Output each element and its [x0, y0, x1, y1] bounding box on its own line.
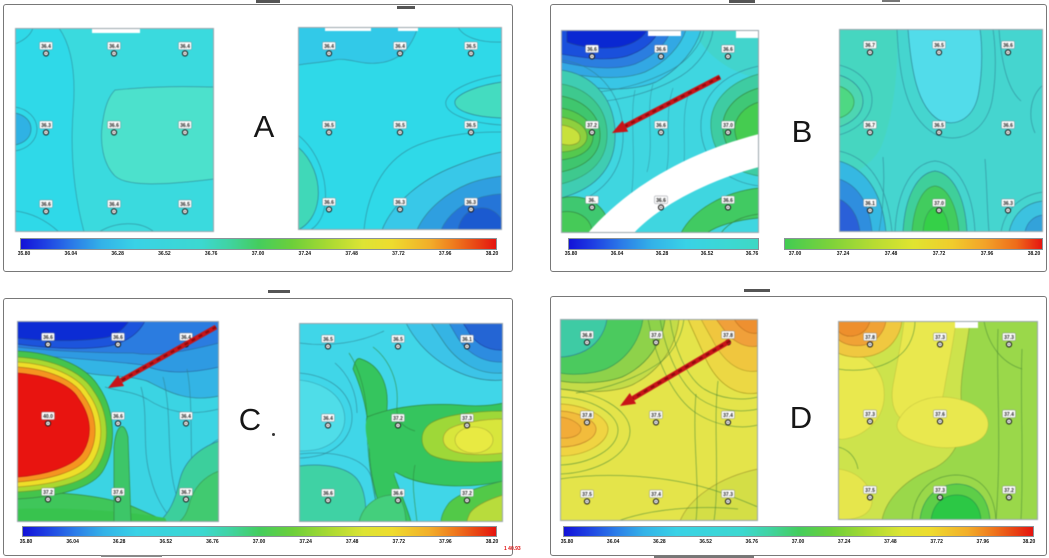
svg-text:36.6: 36.6: [723, 198, 733, 204]
svg-text:36.5: 36.5: [934, 123, 944, 129]
svg-text:37.2: 37.2: [587, 123, 597, 129]
svg-text:36.5: 36.5: [393, 337, 403, 343]
svg-text:37.2: 37.2: [462, 491, 472, 497]
svg-text:36.4: 36.4: [109, 44, 119, 50]
svg-text:36.6: 36.6: [113, 414, 123, 420]
svg-text:36.3: 36.3: [1003, 201, 1013, 207]
svg-text:36.5: 36.5: [466, 123, 476, 129]
svg-text:36.6: 36.6: [723, 47, 733, 53]
svg-text:37.3: 37.3: [935, 335, 945, 341]
svg-text:36.6: 36.6: [656, 198, 666, 204]
svg-text:40.0: 40.0: [43, 414, 53, 420]
svg-text:37.3: 37.3: [723, 492, 733, 498]
svg-text:37.4: 37.4: [723, 413, 733, 419]
svg-text:36.5: 36.5: [934, 43, 944, 49]
svg-text:37.3: 37.3: [1004, 335, 1014, 341]
svg-text:37.2: 37.2: [393, 416, 403, 422]
svg-text:36.7: 36.7: [181, 490, 191, 496]
svg-text:37.5: 37.5: [582, 492, 592, 498]
svg-text:36.6: 36.6: [43, 335, 53, 341]
svg-text:36.1: 36.1: [462, 337, 472, 343]
svg-text:37.8: 37.8: [582, 413, 592, 419]
svg-text:36.4: 36.4: [109, 202, 119, 208]
svg-text:36.6: 36.6: [113, 335, 123, 341]
svg-text:37.4: 37.4: [1004, 412, 1014, 418]
svg-text:36.4: 36.4: [395, 44, 405, 50]
svg-text:37.8: 37.8: [865, 335, 875, 341]
svg-text:36.6: 36.6: [656, 47, 666, 53]
svg-text:36.: 36.: [589, 198, 597, 204]
svg-text:36.6: 36.6: [180, 123, 190, 129]
svg-text:36.6: 36.6: [1003, 43, 1013, 49]
svg-text:37.4: 37.4: [651, 492, 661, 498]
svg-text:37.2: 37.2: [43, 490, 53, 496]
svg-text:36.7: 36.7: [865, 123, 875, 129]
svg-text:36.6: 36.6: [323, 491, 333, 497]
svg-text:37.2: 37.2: [1004, 488, 1014, 494]
svg-text:36.5: 36.5: [323, 337, 333, 343]
svg-text:37.6: 37.6: [113, 490, 123, 496]
svg-text:36.6: 36.6: [1003, 123, 1013, 129]
svg-text:36.6: 36.6: [324, 200, 334, 206]
svg-text:36.3: 36.3: [466, 200, 476, 206]
svg-text:36.5: 36.5: [180, 202, 190, 208]
svg-text:36.4: 36.4: [180, 44, 190, 50]
svg-text:37.3: 37.3: [462, 416, 472, 422]
svg-text:37.0: 37.0: [723, 123, 733, 129]
svg-text:36.4: 36.4: [324, 44, 334, 50]
svg-text:37.6: 37.6: [935, 412, 945, 418]
svg-text:36.7: 36.7: [865, 43, 875, 49]
svg-text:36.4: 36.4: [323, 416, 333, 422]
svg-text:37.3: 37.3: [935, 488, 945, 494]
svg-text:36.3: 36.3: [395, 200, 405, 206]
svg-text:37.0: 37.0: [934, 201, 944, 207]
svg-text:36.1: 36.1: [865, 201, 875, 207]
svg-text:36.4: 36.4: [181, 414, 191, 420]
svg-text:36.6: 36.6: [41, 202, 51, 208]
svg-text:37.8: 37.8: [723, 333, 733, 339]
svg-text:36.8: 36.8: [582, 333, 592, 339]
svg-text:36.6: 36.6: [393, 491, 403, 497]
svg-text:37.5: 37.5: [651, 413, 661, 419]
svg-text:36.6: 36.6: [587, 47, 597, 53]
svg-text:36.5: 36.5: [324, 123, 334, 129]
svg-text:37.3: 37.3: [865, 412, 875, 418]
svg-text:36.5: 36.5: [395, 123, 405, 129]
svg-text:36.3: 36.3: [41, 123, 51, 129]
svg-text:37.5: 37.5: [865, 488, 875, 494]
svg-text:36.4: 36.4: [181, 335, 191, 341]
svg-text:36.5: 36.5: [466, 44, 476, 50]
svg-text:36.6: 36.6: [656, 123, 666, 129]
svg-text:36.4: 36.4: [41, 44, 51, 50]
svg-text:37.0: 37.0: [651, 333, 661, 339]
svg-text:36.6: 36.6: [109, 123, 119, 129]
